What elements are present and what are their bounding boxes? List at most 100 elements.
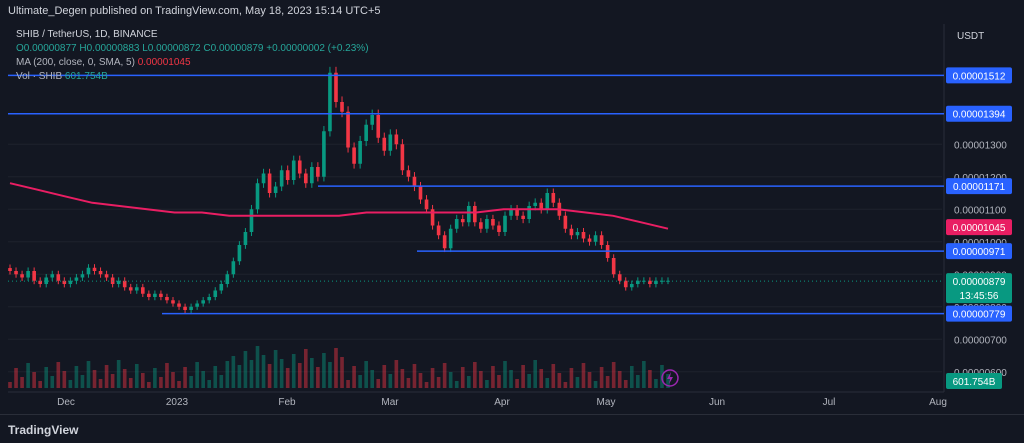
price-label: 0.00001045 (953, 223, 1006, 234)
volume-bar (243, 351, 248, 388)
candle-body (122, 280, 127, 288)
volume-bar (479, 371, 483, 388)
volume-bar (503, 361, 507, 388)
candle-body (539, 202, 544, 210)
volume-bar (255, 346, 260, 388)
volume-bar (291, 354, 296, 388)
candle-body (575, 232, 580, 236)
lightning-icon (661, 369, 679, 387)
candle-body (388, 134, 393, 151)
volume-bar (346, 380, 350, 388)
candle-body (593, 235, 598, 242)
legend-ma-row[interactable]: MA (200, close, 0, SMA, 5) 0.00001045 (16, 56, 369, 70)
volume-bar (593, 381, 598, 388)
volume-bar (297, 363, 302, 388)
x-tick-label: May (597, 397, 616, 408)
legend-ohlc-row: O0.00000877 H0.00000883 L0.00000872 C0.0… (16, 42, 369, 56)
candle-body (503, 215, 507, 232)
legend-vol-row[interactable]: Vol · SHIB 601.754B (16, 70, 369, 84)
price-label-box (946, 219, 1012, 236)
legend-symbol-row[interactable]: SHIB / TetherUS, 1D, BINANCE (16, 28, 369, 42)
volume-bar (454, 381, 459, 388)
candle-body (515, 209, 519, 216)
volume-bar (666, 374, 670, 388)
candle-body (551, 193, 556, 203)
volume-bar (412, 364, 417, 388)
volume-bar (74, 366, 79, 388)
volume-bar (424, 382, 429, 388)
volume-bar (364, 361, 368, 388)
level-label-box (946, 178, 1012, 195)
candle-body (636, 280, 640, 284)
volume-bar (14, 368, 18, 388)
candle-body (617, 274, 622, 281)
volume-bar (316, 367, 320, 388)
legend-ma-label: MA (200, close, 0, SMA, 5) (16, 57, 135, 68)
volume-bar (611, 362, 616, 388)
volume-bar (285, 368, 290, 388)
candle-body (370, 115, 375, 125)
volume-bar (605, 376, 610, 388)
candle-body (267, 173, 272, 193)
candle-body (231, 261, 236, 275)
x-tick-label: Jul (823, 397, 836, 408)
candle-body (140, 287, 145, 294)
x-tick-label: Dec (57, 397, 75, 408)
volume-bar (473, 362, 477, 388)
volume-bar (195, 362, 199, 388)
candle-body (581, 232, 586, 239)
volume-bar (491, 366, 495, 388)
candle-body (436, 225, 441, 236)
candle-body (297, 160, 302, 174)
tradingview-logo[interactable]: TradingView (8, 423, 79, 437)
candle-body (406, 170, 411, 177)
x-tick-label: Aug (929, 397, 947, 408)
volume-bar (44, 367, 49, 388)
volume-bar (310, 358, 314, 388)
volume-bar (521, 365, 525, 388)
volume-bar (436, 377, 441, 388)
candle-body (394, 134, 399, 145)
chart-legend: SHIB / TetherUS, 1D, BINANCE O0.00000877… (16, 28, 369, 84)
volume-bar (26, 363, 30, 388)
volume-bar (358, 375, 362, 388)
volume-bar (122, 369, 127, 388)
volume-bar (8, 382, 12, 388)
candle-body (376, 115, 381, 138)
candle-body (171, 300, 175, 304)
candle-body (533, 202, 538, 206)
volume-bar (231, 356, 236, 388)
candle-body (165, 297, 169, 301)
volume-bar (376, 379, 381, 388)
volume-bar (279, 359, 284, 388)
volume-bar (340, 357, 344, 388)
candle-body (448, 228, 453, 249)
candle-body (14, 271, 18, 275)
volume-bar (134, 364, 139, 388)
volume-bar (527, 374, 531, 388)
candle-body (473, 206, 477, 223)
volume-bar (303, 349, 308, 388)
candle-body (364, 124, 368, 141)
volume-bar (334, 348, 338, 388)
legend-ma-value: 0.00001045 (137, 57, 191, 68)
volume-bar (515, 379, 519, 388)
volume-bar (110, 374, 115, 388)
volume-bar (400, 369, 405, 388)
candle-body (424, 199, 429, 210)
candle-body (400, 144, 405, 171)
candle-body (189, 306, 193, 310)
candle-body (195, 303, 199, 307)
level-label-box (946, 243, 1012, 260)
volume-bar (98, 379, 103, 388)
candle-body (92, 267, 97, 271)
volume-bar (159, 377, 163, 388)
level-label: 0.00000779 (953, 310, 1006, 321)
candle-body (322, 131, 326, 177)
volume-bar (50, 376, 55, 388)
volume-bar (509, 370, 513, 388)
lightning-bolt-icon (667, 372, 673, 384)
candle-body (273, 186, 278, 193)
candle-body (328, 72, 332, 132)
